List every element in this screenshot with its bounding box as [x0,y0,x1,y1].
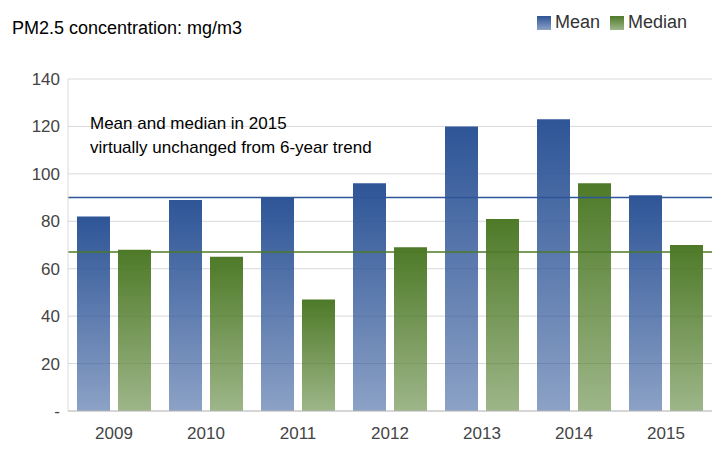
svg-text:2011: 2011 [280,424,317,443]
html-text:Mean and median in 2015: Mean and median in 2015 [90,114,287,133]
svg-text:-: - [54,402,60,421]
svg-text:20: 20 [41,355,60,374]
svg-text:40: 40 [41,307,60,326]
svg-text:2010: 2010 [187,424,225,443]
svg-text:2014: 2014 [555,424,593,443]
svg-text:2012: 2012 [371,424,409,443]
svg-text:80: 80 [41,212,60,231]
html-text:Mean: Mean [554,12,600,32]
svg-text:60: 60 [41,260,60,279]
svg-text:100: 100 [32,165,60,184]
svg-text:120: 120 [32,117,60,136]
svg-text:2013: 2013 [463,424,501,443]
html-text:virtually unchanged from 6-yea: virtually unchanged from 6-year trend [90,138,372,157]
svg-text:140: 140 [32,70,60,89]
svg-text:2015: 2015 [647,424,685,443]
html-text:Median: Median [628,12,687,32]
html-text:PM2.5 concentration: mg/m3: PM2.5 concentration: mg/m3 [12,18,243,38]
svg-text:2009: 2009 [95,424,133,443]
